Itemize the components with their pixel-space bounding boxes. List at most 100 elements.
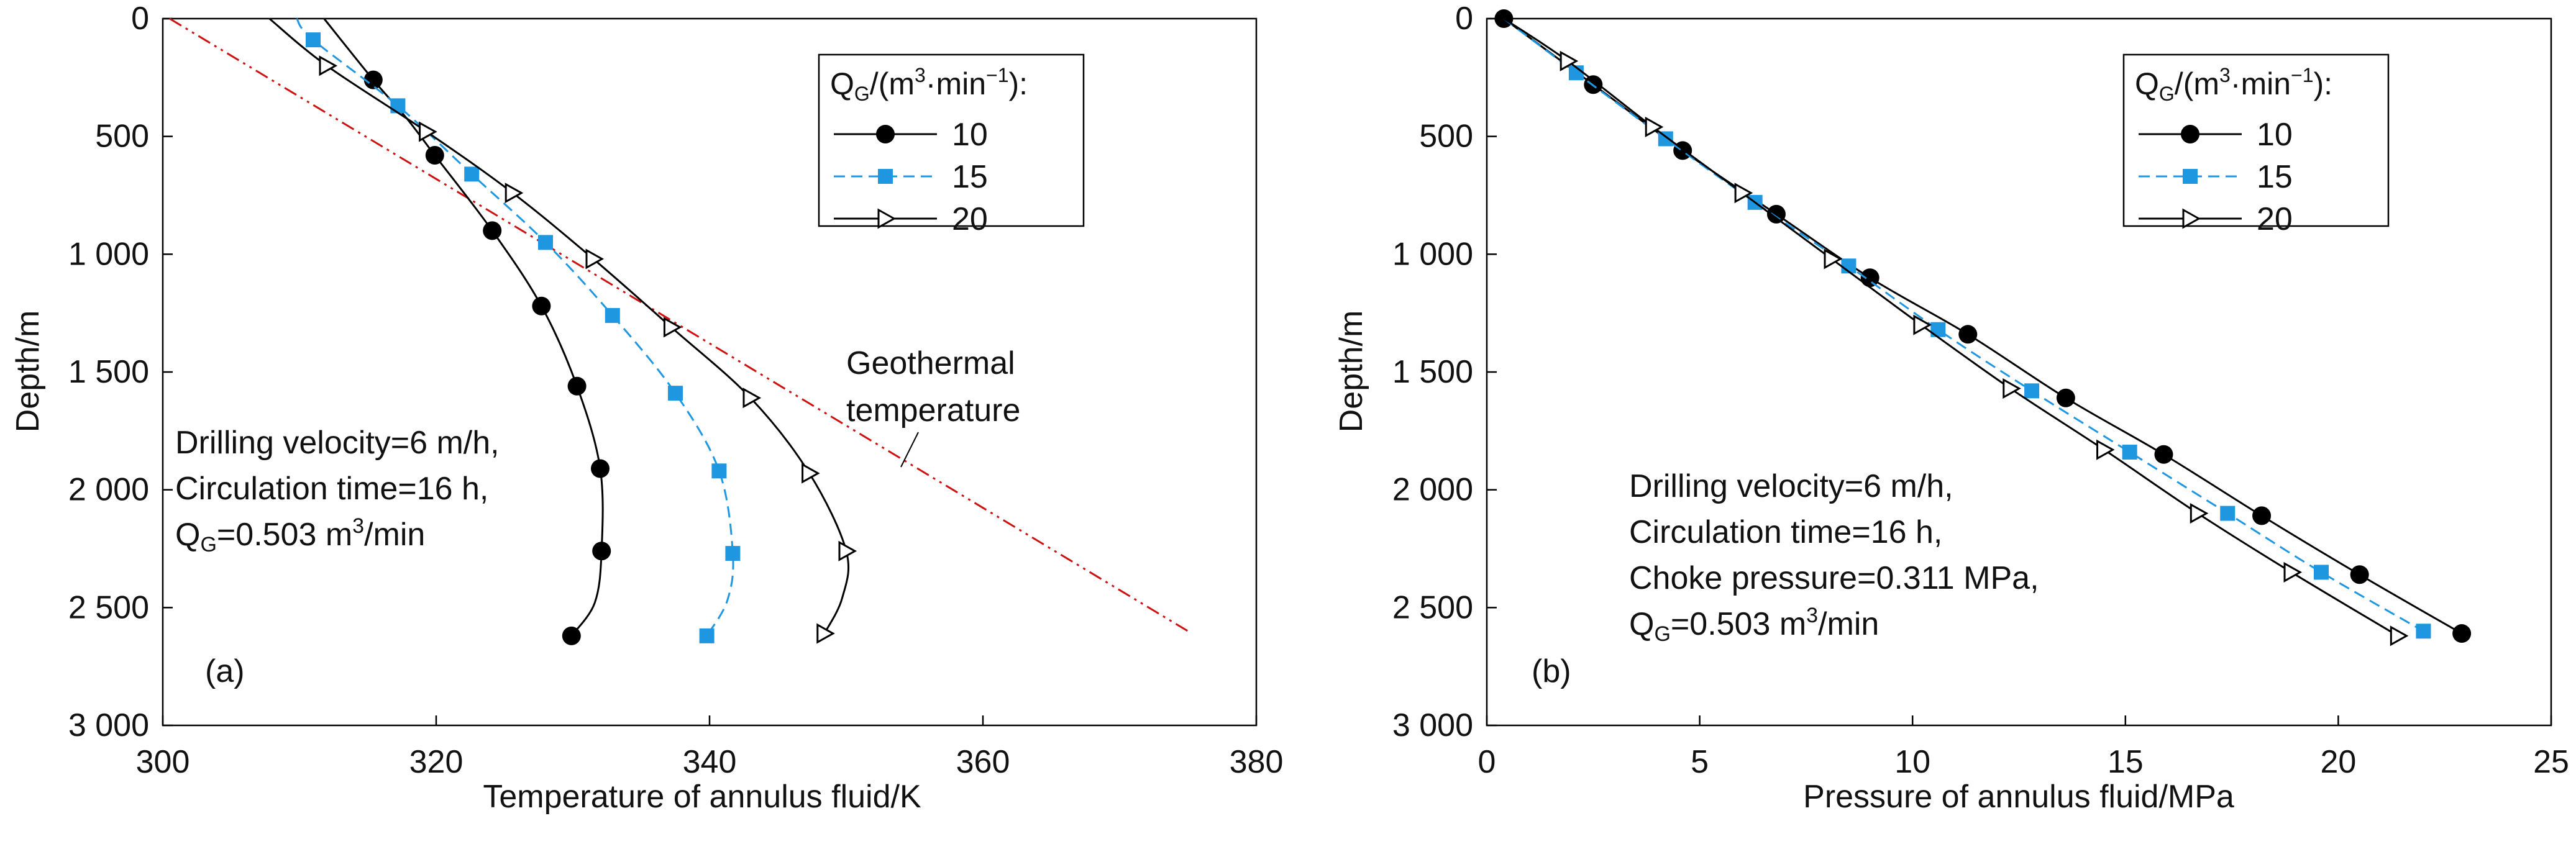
- panel-b-x-tick-label: 15: [2108, 744, 2144, 780]
- legend-20-marker: [2182, 208, 2201, 229]
- series-15-line: [296, 18, 734, 637]
- series-15-point: [711, 463, 727, 479]
- series-10-point: [1766, 204, 1786, 224]
- series-10-point: [363, 70, 383, 89]
- legend-10-label: 10: [2257, 117, 2293, 153]
- series-10-point: [2154, 445, 2173, 464]
- series-10-point: [2056, 388, 2075, 407]
- panel-a-annotation: Drilling velocity=6 m/h, Circulation tim…: [175, 425, 500, 556]
- series-20-point: [1913, 314, 1932, 335]
- series-20-point: [2096, 439, 2115, 460]
- panel-a-y-tick-label: 3 000: [68, 707, 149, 743]
- series-20-point: [2003, 378, 2021, 399]
- panel-a-plot-frame: [162, 17, 1258, 727]
- panel-b-x-tick-label: 25: [2533, 744, 2569, 780]
- panel-a-ticks: 300 320 340 360 380 0 500 1 000 1 500 2 000 2 500 3…: [68, 1, 1284, 780]
- series-10-point: [532, 296, 551, 315]
- panel-b-annotation-line4: QG=0.503 m3/min: [1629, 604, 1879, 646]
- panel-a-x-axis-label: Temperature of annulus fluid/K: [483, 779, 921, 815]
- panel-b-y-tick-label: 1 500: [1392, 354, 1473, 390]
- panel-b-legend: QG/(m3·min−1): 10 15 20: [2122, 53, 2390, 237]
- panel-a-legend-title: QG/(m3·min−1):: [830, 64, 1028, 105]
- legend-10-marker: [876, 125, 895, 143]
- panel-a-y-tick-label: 0: [131, 1, 149, 37]
- series-15-line: [1503, 17, 2424, 632]
- series-15-point: [538, 235, 553, 250]
- panel-b-annotation-line2: Circulation time=16 h,: [1629, 514, 1942, 550]
- legend-20-label: 20: [952, 201, 988, 237]
- series-15-point: [2313, 565, 2329, 580]
- series-20-point: [2390, 625, 2409, 647]
- panel-b-annotation: Drilling velocity=6 m/h, Circulation tim…: [1629, 468, 2039, 646]
- panel-b-y-tick-label: 500: [1419, 119, 1473, 155]
- series-20-point: [2283, 561, 2303, 583]
- panel-b-series-layer: [1494, 9, 2472, 647]
- panel-a-x-tick-label: 340: [683, 744, 737, 780]
- panel-a-x-tick-label: 320: [409, 744, 464, 780]
- panel-a-legend-box: [818, 53, 1085, 227]
- panel-b-x-tick-label: 20: [2320, 744, 2356, 780]
- panel-a-y-tick-label: 2 500: [68, 589, 149, 625]
- series-20-point: [419, 121, 437, 142]
- legend-15-label: 15: [952, 159, 988, 195]
- geothermal-leader-line: [900, 432, 919, 468]
- panel-b-legend-title: QG/(m3·min−1):: [2135, 64, 2332, 105]
- geothermal-label-line1: Geothermal: [846, 345, 1015, 381]
- panel-b-y-tick-label: 3 000: [1392, 707, 1473, 743]
- series-20-point: [1824, 248, 1843, 270]
- panel-b-y-tick-label: 0: [1455, 1, 1473, 37]
- series-15-point: [2220, 506, 2236, 521]
- legend-20-marker: [877, 208, 897, 229]
- panel-a-x-tick-label: 360: [956, 744, 1010, 780]
- series-20-point: [802, 463, 820, 484]
- series-10-point: [2452, 624, 2472, 643]
- legend-10-label: 10: [952, 117, 988, 153]
- series-10-point: [562, 626, 581, 645]
- series-10-point: [1860, 268, 1879, 288]
- panel-b-x-tick-label: 5: [1691, 744, 1709, 780]
- series-20-point: [816, 623, 835, 644]
- series-15-point: [668, 386, 683, 401]
- series-15-point: [2024, 383, 2040, 399]
- panel-b-x-axis-label: Pressure of annulus fluid/MPa: [1803, 779, 2234, 815]
- panel-a-annotation-line1: Drilling velocity=6 m/h,: [175, 425, 500, 461]
- panel-b-label: (b): [1532, 653, 1571, 689]
- series-10-point: [567, 376, 587, 396]
- series-20-point: [663, 317, 682, 338]
- series-10-point: [591, 459, 610, 478]
- series-15-point: [464, 166, 480, 182]
- panel-a-series-layer: [268, 17, 857, 645]
- panel-a-x-tick-label: 380: [1230, 744, 1284, 780]
- series-20-point: [319, 55, 338, 76]
- legend-15-marker: [878, 169, 893, 184]
- series-15-point: [2416, 624, 2431, 639]
- panel-b-ticks: 0 5 10 15 20 25 0 500 1 000 1 500 2 000 2 500 3 000: [1392, 1, 2569, 780]
- series-10-point: [483, 221, 502, 240]
- panel-a-temperature-chart: 300 320 340 360 380 0 500 1 000 1 500 2 000 2 500 3…: [10, 1, 1283, 815]
- series-20-point: [742, 388, 762, 409]
- series-15-point: [306, 32, 321, 48]
- panel-b-y-tick-label: 1 000: [1392, 236, 1473, 272]
- series-20-point: [1734, 183, 1753, 204]
- series-20-point: [1560, 50, 1579, 71]
- panel-a-y-tick-label: 1 500: [68, 354, 149, 390]
- series-20-point: [838, 540, 857, 561]
- series-15-point: [1930, 322, 1946, 337]
- panel-a-x-tick-label: 300: [136, 744, 190, 780]
- panel-a-annotation-line3: QG=0.503 m3/min: [175, 514, 425, 556]
- panel-a-annotation-line2: Circulation time=16 h,: [175, 471, 488, 507]
- series-10-point: [592, 542, 611, 561]
- panel-b-y-tick-label: 2 500: [1392, 589, 1473, 625]
- series-20-point: [1645, 116, 1664, 138]
- panel-a-legend: QG/(m3·min−1): 10 15 20: [818, 53, 1085, 237]
- series-10-point: [1958, 325, 1978, 344]
- geothermal-label-line2: temperature: [846, 393, 1020, 429]
- legend-10-marker: [2181, 125, 2199, 143]
- series-15-point: [605, 307, 620, 323]
- series-20-line: [268, 17, 850, 634]
- panel-a-legend-entries: 10 15 20: [834, 117, 988, 237]
- series-15-point: [725, 546, 741, 561]
- panel-a-y-tick-label: 500: [95, 119, 149, 155]
